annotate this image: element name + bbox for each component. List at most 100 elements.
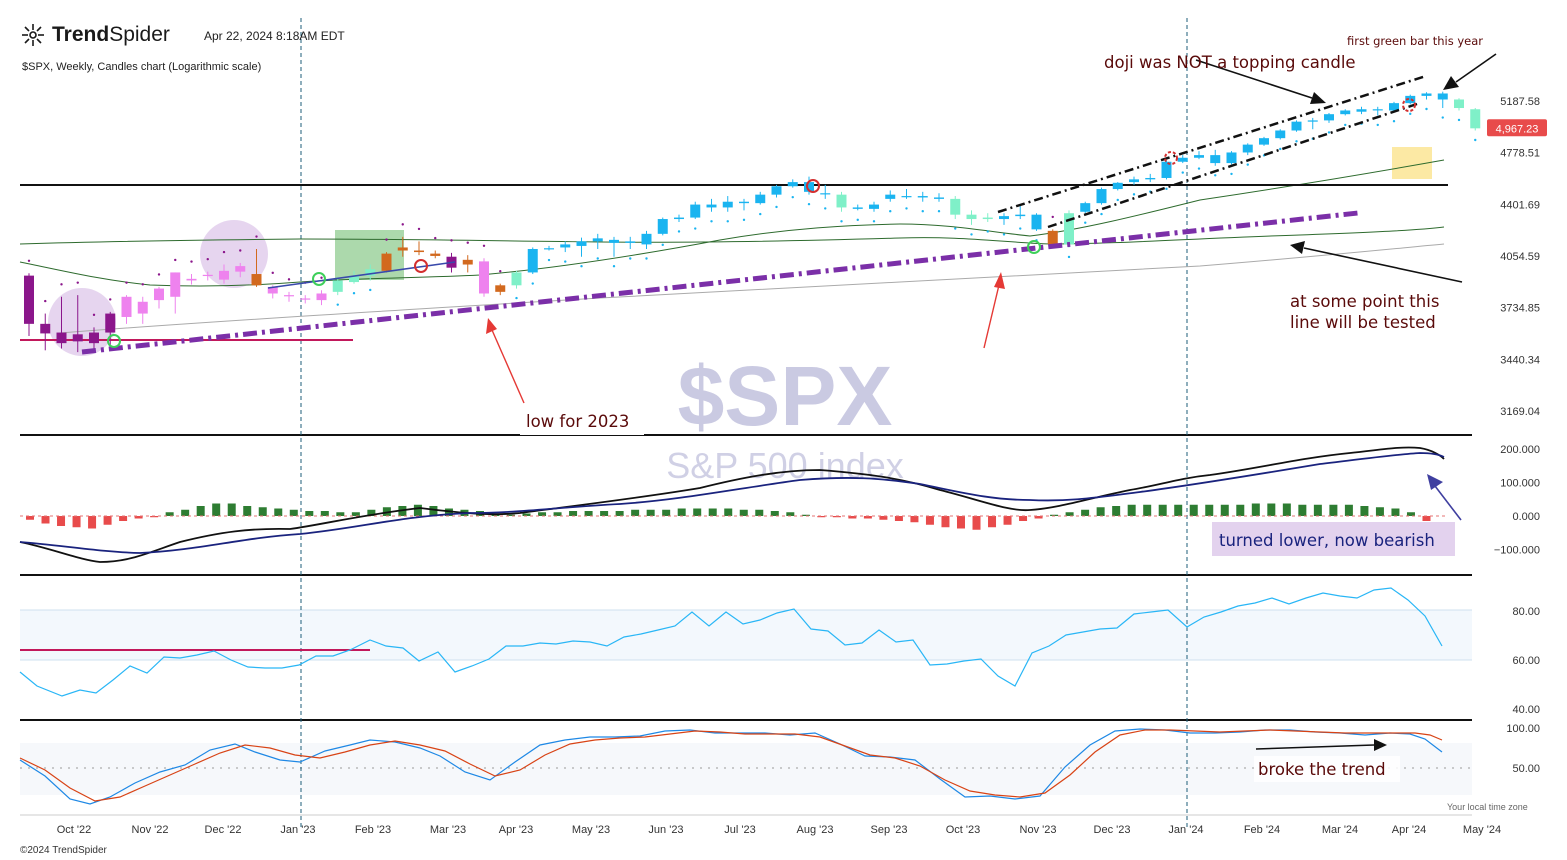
x-tick-label: Feb '24 <box>1244 824 1280 836</box>
candle <box>1291 120 1302 132</box>
macd-histogram-bar <box>1282 503 1291 516</box>
candle-body <box>576 241 587 246</box>
candle <box>462 255 473 273</box>
doji-arrow-line <box>1195 59 1313 99</box>
candle <box>869 201 879 212</box>
macd-histogram-bar <box>351 512 360 516</box>
candle <box>1470 108 1481 131</box>
candle <box>381 252 392 273</box>
candle <box>1161 160 1172 180</box>
candle <box>89 327 99 351</box>
macd-histogram-bar <box>1003 516 1012 525</box>
candle <box>1421 92 1432 100</box>
candle <box>641 230 652 249</box>
candle-body <box>1340 110 1351 115</box>
sar-dot <box>1084 221 1087 224</box>
ma-long <box>19 226 1445 245</box>
macd-histogram-bar <box>801 514 810 516</box>
candle <box>1259 136 1269 146</box>
y-tick-label: 100.00 <box>1506 723 1540 735</box>
candle-body <box>852 207 863 209</box>
candle <box>999 213 1009 225</box>
stoch-d-line <box>19 729 1443 802</box>
moving-averages <box>19 159 1445 334</box>
y-tick-label: 3440.34 <box>1500 354 1540 366</box>
chart-datetime: Apr 22, 2024 8:18AM EDT <box>204 29 345 43</box>
candle <box>316 290 327 306</box>
price-badge-text: 4,967.23 <box>1496 123 1539 135</box>
candle-body <box>381 253 392 271</box>
rsi-line <box>19 587 1443 697</box>
sar-dot <box>954 227 957 230</box>
stoch-trend-arrow-line <box>1255 744 1375 750</box>
candle-body <box>869 204 879 209</box>
candle-body <box>755 194 766 204</box>
macd-histogram-bar <box>1205 504 1214 516</box>
candle <box>1031 213 1042 231</box>
macd-histogram-bar <box>1158 504 1167 516</box>
candle-body <box>934 197 944 199</box>
macd-histogram-bar <box>1313 504 1322 516</box>
sar-dot <box>320 276 323 279</box>
long-term-trendline <box>81 210 1359 355</box>
candle <box>706 198 717 212</box>
macd-histogram-bar <box>538 512 547 516</box>
sar-dot <box>612 265 616 268</box>
macd-histogram-bar <box>1422 516 1431 521</box>
macd-histogram-bar <box>429 506 438 516</box>
y-tick-label: 4778.51 <box>1500 148 1540 160</box>
sar-dot <box>450 239 453 242</box>
candle-body <box>1242 144 1253 153</box>
candle <box>430 250 441 259</box>
candle <box>1064 210 1074 248</box>
candle <box>1080 201 1091 214</box>
macd-histogram-bar <box>289 509 298 516</box>
candle <box>1015 204 1026 220</box>
candle <box>24 273 34 337</box>
y-tick-label: −100.000 <box>1494 545 1540 557</box>
annotation-labels: doji was NOT a topping candle first gree… <box>520 34 1483 782</box>
highlights <box>48 147 1432 356</box>
sell-signal-marker <box>414 259 428 273</box>
candle-body <box>1210 155 1221 164</box>
sar-dot <box>1295 140 1298 143</box>
x-axis: Oct '22 Nov '22 Dec '22 Jan '23 Feb '23 Mar '… <box>57 824 1501 836</box>
x-tick-label: Jul '23 <box>724 824 755 836</box>
macd-histogram-bar <box>1065 512 1074 516</box>
x-tick-label: Jun '23 <box>648 824 683 836</box>
candle-body <box>430 253 441 256</box>
y-tick-label: 5187.58 <box>1500 96 1540 108</box>
y-tick-label: 4401.69 <box>1500 199 1540 211</box>
y-tick-label: 4054.59 <box>1500 251 1540 263</box>
macd-histogram-bar <box>1344 504 1353 516</box>
macd-histogram-bar <box>755 509 764 516</box>
brand-name-thin: Spider <box>109 23 170 46</box>
macd-histogram-bar <box>941 516 950 528</box>
sar-dot <box>1165 187 1168 191</box>
y-tick-label: 3169.04 <box>1500 406 1540 418</box>
candle-body <box>1177 157 1188 162</box>
candle <box>251 248 262 287</box>
candle-body <box>414 250 424 253</box>
candle-body <box>950 198 961 215</box>
candle <box>121 295 132 324</box>
candle-body <box>1031 214 1042 230</box>
buy-signal-marker <box>107 334 121 348</box>
candle-body <box>186 278 197 281</box>
candle-body <box>1291 121 1302 131</box>
watermark-symbol: $SPX <box>678 349 893 443</box>
sar-dot <box>759 212 762 216</box>
candle-body <box>1372 109 1383 111</box>
tested-arrow-line <box>1303 247 1463 283</box>
candle-body <box>219 270 229 280</box>
candle-body <box>137 301 148 314</box>
candle-body <box>609 239 619 243</box>
candle-body <box>462 259 473 265</box>
x-tick-label: Nov '23 <box>1020 824 1057 836</box>
candle <box>787 179 798 188</box>
candle-body <box>1437 93 1448 100</box>
candle-body <box>1161 161 1172 178</box>
arrowhead-icon <box>1290 241 1305 254</box>
candle-body <box>771 186 782 195</box>
